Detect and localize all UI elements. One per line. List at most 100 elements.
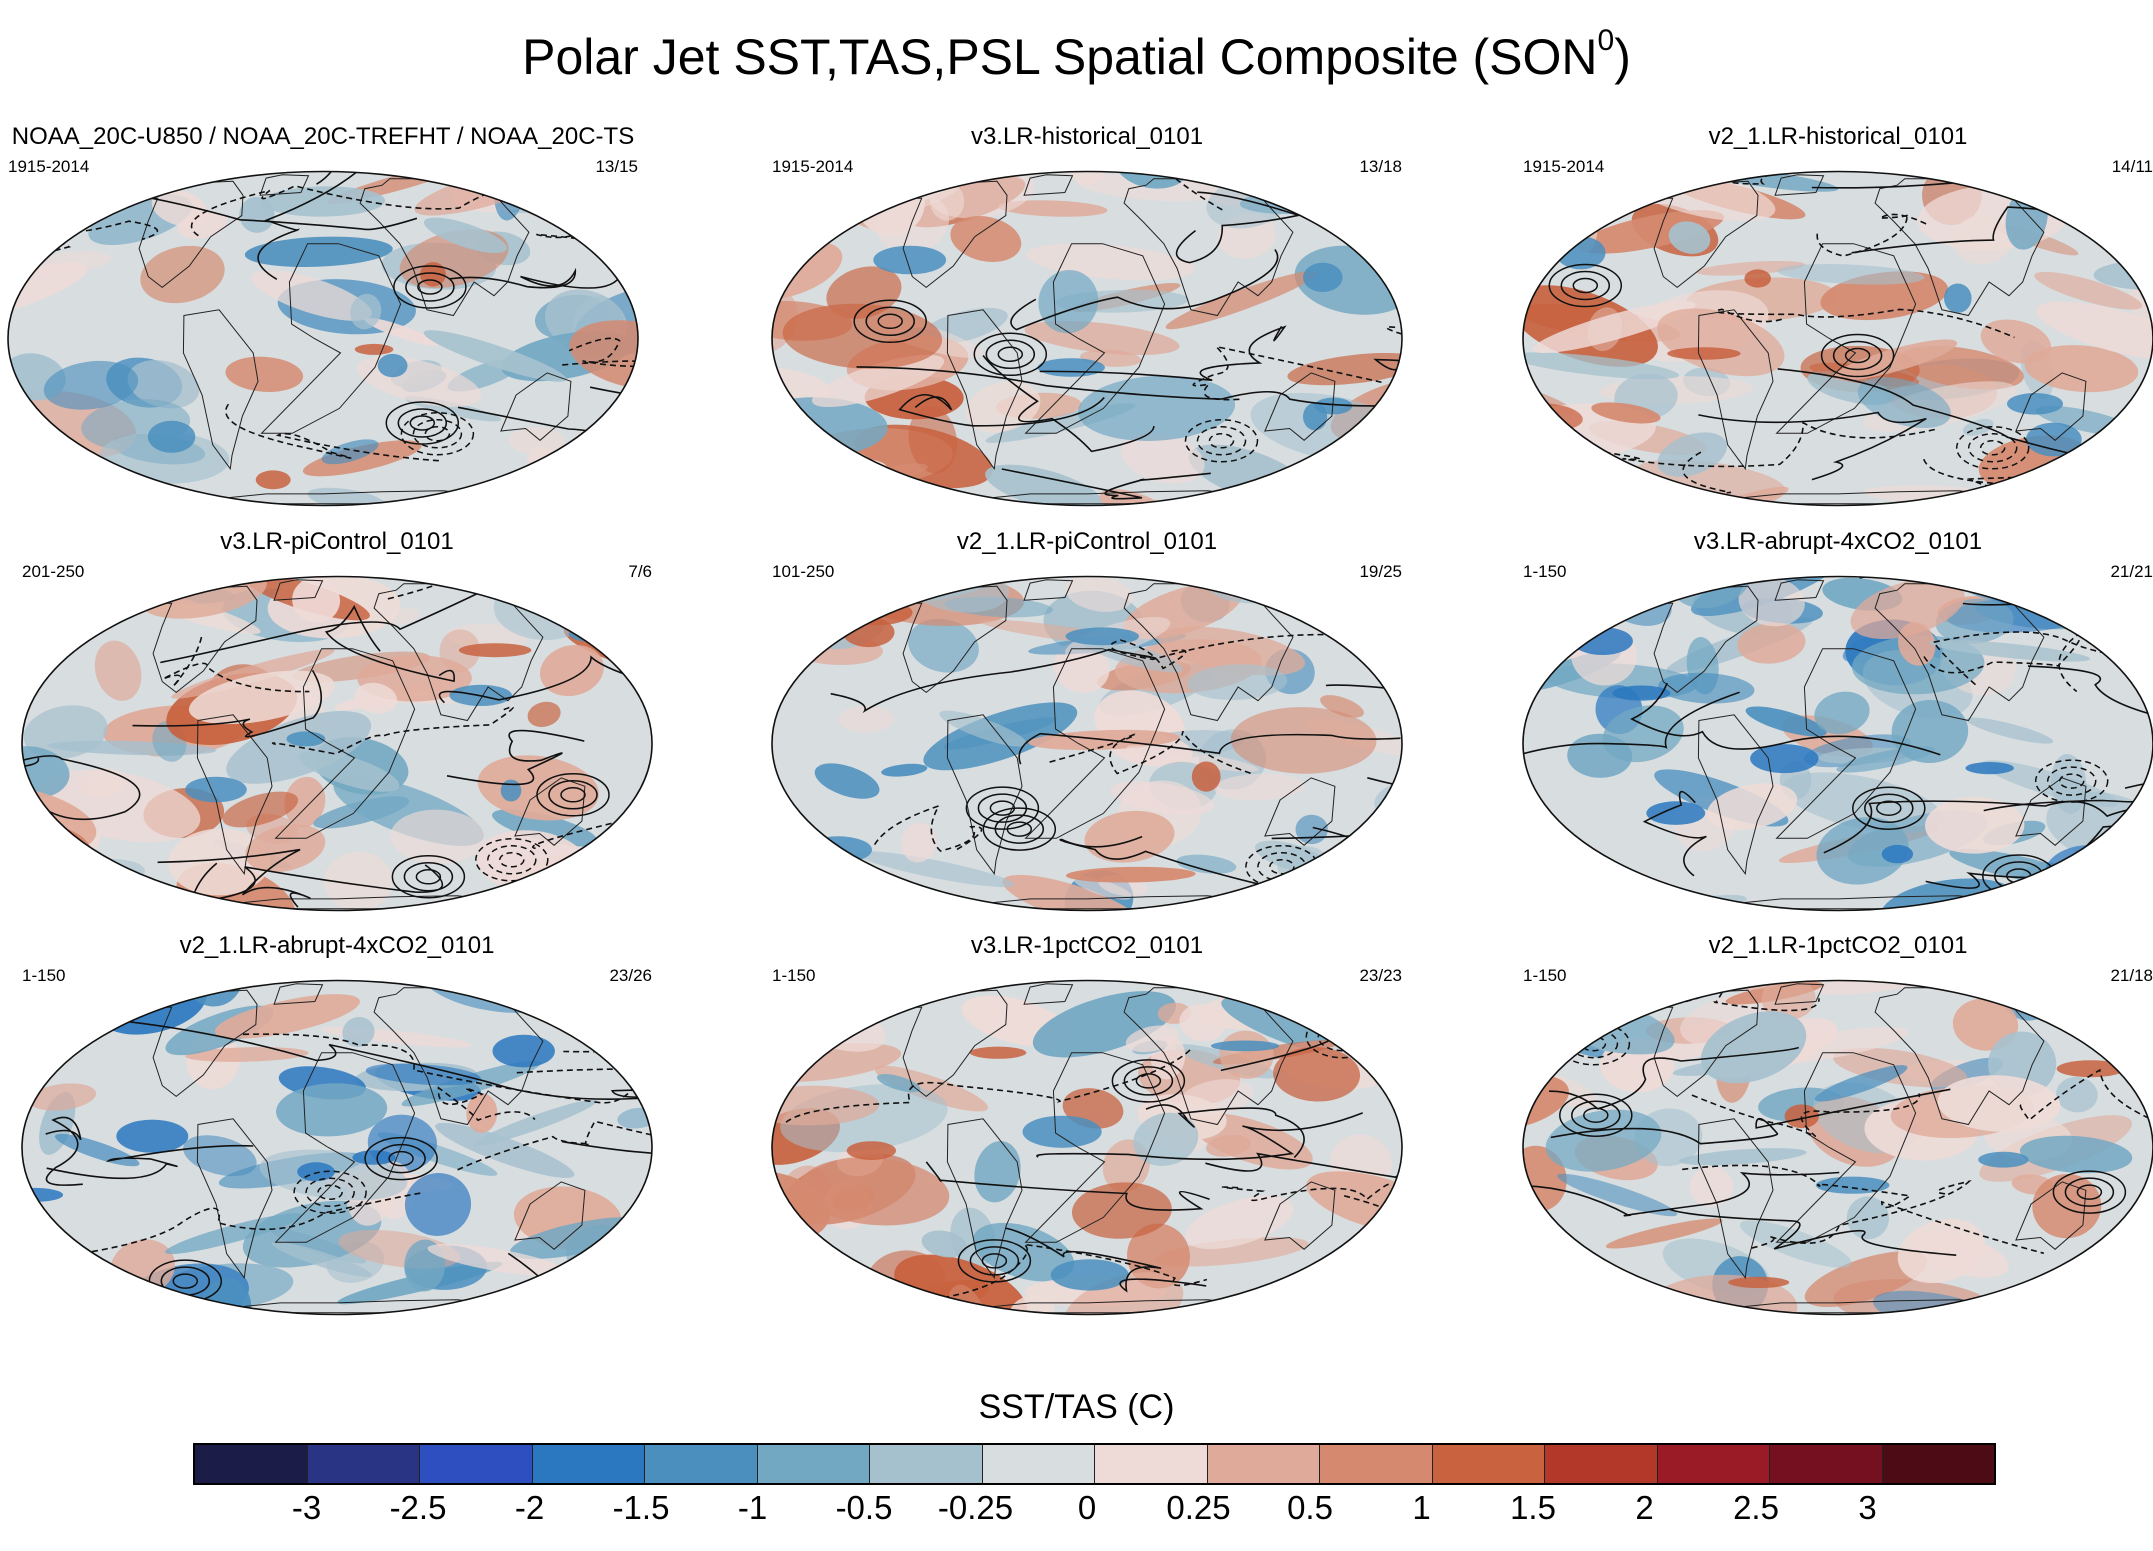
psl-contour-ring: [393, 265, 467, 309]
map-panel: v3.LR-historical_0101 1915-2014 13/18: [737, 121, 1437, 526]
anomaly-patch: [811, 354, 945, 408]
panel-years: 1915-2014: [772, 157, 854, 176]
psl-contour-ring: [1852, 786, 1926, 830]
anomaly-patch: [8, 171, 104, 223]
panel-title: NOAA_20C-U850 / NOAA_20C-TREFHT / NOAA_2…: [11, 123, 635, 150]
map-panel: v2_1.LR-piControl_0101 101-250 19/25: [737, 526, 1437, 931]
psl-contour-ring: [305, 1177, 355, 1208]
anomaly-patch: [244, 236, 393, 268]
psl-contour-ring: [1123, 1066, 1174, 1096]
psl-contour-ring: [1820, 333, 1895, 378]
anomaly-core: [2007, 393, 2063, 415]
psl-contour-ring: [487, 845, 537, 875]
psl-contour-ring: [536, 773, 610, 817]
panel-count: 23/23: [1359, 966, 1402, 985]
anomaly-patch: [1158, 626, 1306, 676]
anomaly-patch: [2113, 980, 2153, 1037]
anomaly-patch: [612, 982, 652, 999]
anomaly-patch: [1605, 1218, 1723, 1249]
psl-contour-ring: [877, 313, 903, 330]
panel-years: 201-250: [22, 562, 85, 581]
anomaly-patch: [881, 763, 928, 777]
anomaly-patch: [985, 464, 1103, 506]
colorbar-swatch: [1545, 1445, 1658, 1483]
shading-layer: [1523, 576, 2153, 911]
coastline: [1697, 309, 1774, 471]
psl-contour-ring: [1583, 1107, 1609, 1123]
anomaly-patch: [22, 746, 70, 799]
anomaly-patch: [1782, 772, 1944, 833]
psl-contour-ring: [1196, 426, 1247, 456]
anomaly-core: [1303, 262, 1343, 292]
anomaly-patch: [563, 171, 638, 211]
anomaly-core: [1050, 1259, 1129, 1291]
coastline: [1023, 174, 1074, 196]
psl-contour-positive: [1145, 1104, 1305, 1159]
anomaly-patch: [908, 618, 979, 673]
colorbar-swatch: [1432, 1445, 1545, 1483]
psl-contour-ring: [1979, 440, 2006, 456]
anomaly-patch: [800, 1157, 950, 1226]
psl-contour-positive: [1205, 1152, 1402, 1180]
anomaly-patch: [1360, 993, 1402, 1033]
map-border: [7, 170, 639, 507]
panel-count: 13/15: [595, 157, 638, 176]
psl-contour-negative: [2129, 819, 2153, 895]
panel-title: v2_1.LR-historical_0101: [1708, 123, 1968, 150]
anomaly-patch: [601, 462, 638, 493]
anomaly-patch: [284, 776, 326, 828]
psl-contour-negative: [42, 1192, 423, 1260]
psl-contour-ring: [1111, 1059, 1186, 1103]
colorbar-swatch: [1770, 1445, 1883, 1483]
anomaly-patch: [816, 576, 875, 596]
psl-contour-ring: [2046, 766, 2097, 796]
map-svg: [21, 575, 653, 912]
psl-contour-ring: [2076, 1184, 2103, 1200]
anomaly-patch: [1126, 745, 1259, 772]
colorbar-tick-label: -0.25: [937, 1489, 1014, 1526]
anomaly-core: [1065, 627, 1139, 646]
coastline: [1024, 1052, 1166, 1243]
anomaly-patch: [1706, 783, 1798, 831]
coastline: [1775, 648, 1917, 839]
anomaly-patch: [81, 478, 144, 499]
coastline: [174, 895, 500, 910]
map-panel: v3.LR-piControl_0101 201-250 7/6: [0, 526, 687, 931]
anomaly-patch: [789, 980, 830, 1008]
psl-contour-negative: [1923, 632, 2081, 693]
psl-contour-ring: [1967, 433, 2018, 463]
panel-years: 1-150: [772, 966, 816, 985]
psl-contour-positive: [614, 184, 638, 232]
psl-contour-ring: [2052, 1170, 2127, 1214]
psl-contour-negative: [785, 1047, 1193, 1123]
psl-contour-ring: [973, 332, 1048, 377]
anomaly-patch: [1937, 1075, 2061, 1132]
anomaly-patch: [2056, 1076, 2098, 1113]
psl-contour-ring: [2064, 1177, 2115, 1207]
colorbar-tick-label: 1: [1412, 1489, 1431, 1526]
colorbar-swatch: [757, 1445, 870, 1483]
panel-years: 1915-2014: [8, 157, 90, 176]
psl-contour-ring: [424, 426, 451, 442]
panel-count: 13/18: [1359, 157, 1402, 176]
psl-contour-positive: [1005, 1227, 1207, 1293]
anomaly-patch: [1738, 576, 1805, 627]
colorbar-swatch: [1657, 1445, 1770, 1483]
anomaly-core: [1815, 1176, 1890, 1194]
psl-contour-positive: [607, 993, 652, 1044]
psl-contour-ring: [1832, 340, 1883, 371]
colorbar-swatch: [1095, 1445, 1208, 1483]
anomaly-core: [1978, 1151, 2029, 1168]
anomaly-patch: [423, 217, 507, 254]
anomaly-core: [1744, 269, 1771, 288]
anomaly-patch: [492, 809, 598, 847]
colorbar-swatch: [1207, 1445, 1320, 1483]
anomaly-patch: [876, 1073, 921, 1093]
anomaly-patch: [22, 1283, 140, 1315]
shading-layer: [1523, 980, 2153, 1315]
coastline-layer: [896, 174, 1336, 505]
anomaly-core: [1191, 761, 1221, 792]
psl-contour-negative: [809, 1317, 927, 1320]
anomaly-patch: [950, 216, 1022, 262]
coastline: [1774, 174, 1825, 196]
